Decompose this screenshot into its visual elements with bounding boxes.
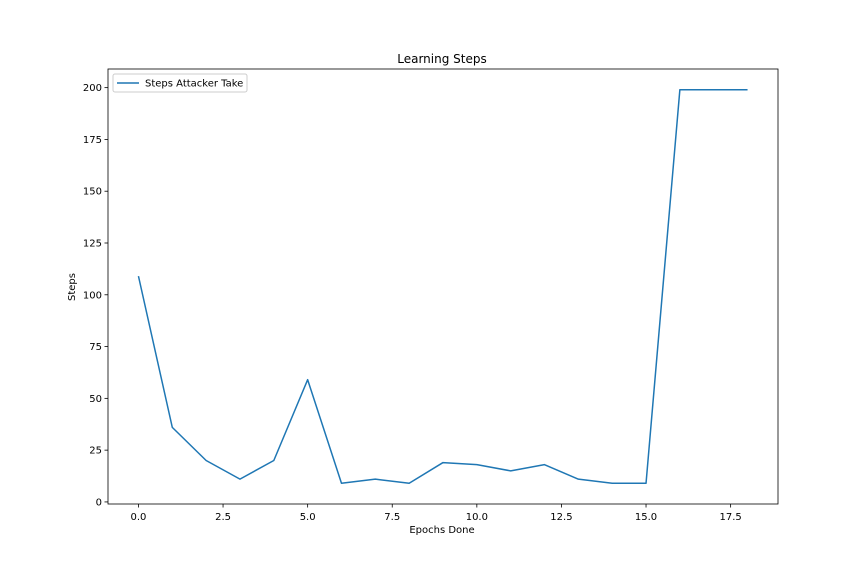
y-tick-label: 75 (89, 342, 102, 353)
y-tick-label: 25 (89, 446, 102, 457)
y-tick-label: 50 (89, 394, 102, 405)
y-tick-label: 0 (96, 497, 102, 508)
x-tick-label: 17.5 (719, 512, 741, 523)
y-tick-label: 150 (83, 187, 102, 198)
series-line (137, 88, 748, 485)
x-axis-label: Epochs Done (409, 525, 474, 536)
y-tick-label: 175 (83, 135, 102, 146)
x-tick-label: 0.0 (131, 512, 147, 523)
y-tick-label: 100 (83, 290, 102, 301)
legend-label: Steps Attacker Take (145, 79, 243, 90)
x-tick-label: 2.5 (215, 512, 231, 523)
y-tick-label: 125 (83, 239, 102, 250)
legend-box (112, 73, 248, 93)
y-tick-label: 200 (83, 83, 102, 94)
plot-area: 0.0 2.5 5.0 7.5 10.0 12.5 15.0 17.5 0 25 50 75 100 12… (83, 68, 779, 523)
legend: Steps Attacker Take (112, 73, 248, 93)
x-tick-label: 15.0 (635, 512, 657, 523)
x-tick-label: 12.5 (550, 512, 572, 523)
y-axis-label: Steps (67, 273, 78, 301)
x-tick-label: 7.5 (384, 512, 400, 523)
x-tick-label: 10.0 (466, 512, 488, 523)
x-tick-label: 5.0 (300, 512, 316, 523)
chart-title: Learning Steps (397, 52, 486, 66)
axes-frame (107, 68, 779, 505)
